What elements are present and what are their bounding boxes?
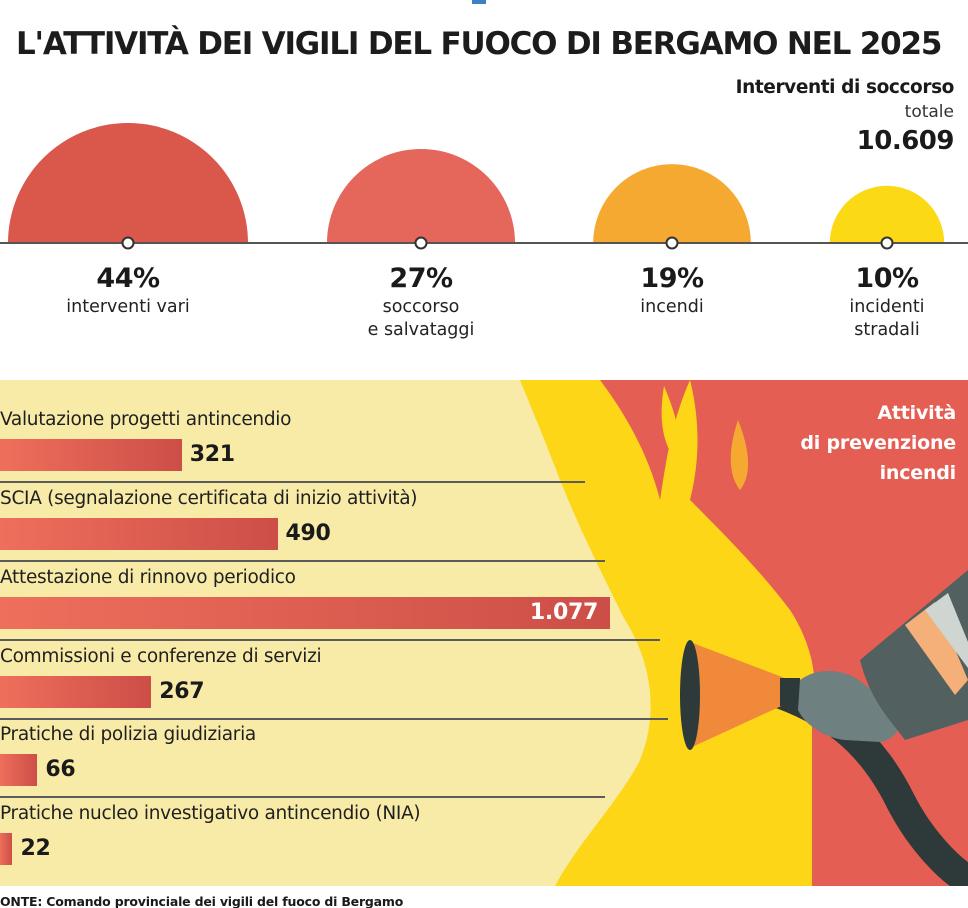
top-accent-mark xyxy=(472,0,486,4)
percent-label: 19% xyxy=(640,263,704,294)
semicircle-mark xyxy=(829,185,945,243)
percent-label: 44% xyxy=(96,263,160,294)
baseline-dot xyxy=(121,236,135,250)
category-label: soccorso e salvataggi xyxy=(367,297,475,340)
semicircle-label: 19% incendi xyxy=(562,262,782,319)
flame-icon xyxy=(520,380,815,886)
percent-label: 10% xyxy=(855,263,919,294)
bar-category-label: Pratiche nucleo investigativo antincendi… xyxy=(0,803,421,824)
fire-hose-nozzle-icon xyxy=(690,642,790,748)
source-note: ONTE: Comando provinciale dei vigili del… xyxy=(0,894,404,908)
bar-value-label: 267 xyxy=(159,679,205,704)
bar-category-label: Commissioni e conferenze di servizi xyxy=(0,646,322,667)
semicircle-chart xyxy=(0,123,968,250)
category-label: incendi xyxy=(640,297,704,317)
bar-category-label: SCIA (segnalazione certificata di inizio… xyxy=(0,488,418,509)
total-block: Interventi di soccorso totale 10.609 xyxy=(735,76,955,158)
bar-category-label: Attestazione di rinnovo periodico xyxy=(0,567,296,588)
total-heading: Interventi di soccorso xyxy=(735,77,955,98)
baseline-dot xyxy=(665,236,679,250)
prevention-title-line: Attività xyxy=(877,402,956,424)
bar-mark xyxy=(0,754,38,786)
bar-value-label: 321 xyxy=(189,442,235,467)
semicircle-label: 44% interventi vari xyxy=(18,262,238,319)
baseline-dot xyxy=(414,236,428,250)
bar-track: 1.077 xyxy=(0,597,610,629)
category-label: interventi vari xyxy=(66,297,190,317)
bar-separator xyxy=(0,796,605,798)
bar-value-label: 490 xyxy=(285,521,331,546)
total-label: totale xyxy=(904,102,954,122)
bar-mark xyxy=(0,439,182,471)
bar-category-label: Valutazione progetti antincendio xyxy=(0,409,292,430)
bar-mark xyxy=(0,676,152,708)
baseline-dot xyxy=(880,236,894,250)
semicircle-mark xyxy=(8,123,248,243)
flame-icon xyxy=(730,420,749,490)
bar-separator xyxy=(0,481,585,483)
bar-value-label: 1.077 xyxy=(529,600,598,625)
prevention-panel: Attività di prevenzione incendi Valutazi… xyxy=(0,380,968,886)
bar-mark xyxy=(0,597,610,629)
gloved-hand-icon xyxy=(798,670,902,742)
prevention-title: Attività di prevenzione incendi xyxy=(800,398,956,488)
flame-icon xyxy=(661,386,678,455)
page-title: L'ATTIVITÀ DEI VIGILI DEL FUOCO DI BERGA… xyxy=(16,26,942,62)
semicircle-label: 10% incidenti stradali xyxy=(777,262,968,342)
bar-separator xyxy=(0,639,660,641)
bar-separator xyxy=(0,718,668,720)
category-label: incidenti stradali xyxy=(849,297,925,340)
semicircle-mark xyxy=(593,164,751,243)
prevention-title-line: incendi xyxy=(879,462,957,484)
prevention-title-line: di prevenzione xyxy=(800,432,956,454)
bar-category-label: Pratiche di polizia giudiziaria xyxy=(0,724,256,745)
bar-mark xyxy=(0,833,13,865)
bar-value-label: 22 xyxy=(20,836,51,861)
semicircle-mark xyxy=(326,148,516,243)
bar-value-label: 66 xyxy=(45,757,76,782)
total-value: 10.609 xyxy=(856,126,955,156)
semicircle-label: 27% soccorso e salvataggi xyxy=(311,262,531,342)
sleeve-stripe xyxy=(905,602,968,695)
percent-label: 27% xyxy=(389,263,453,294)
nozzle-rim xyxy=(680,640,700,750)
firefighter-illustration xyxy=(520,380,968,886)
bar-mark xyxy=(0,518,278,550)
nozzle-collar xyxy=(780,678,800,706)
bar-separator xyxy=(0,560,605,562)
sleeve-stripe xyxy=(925,593,968,668)
